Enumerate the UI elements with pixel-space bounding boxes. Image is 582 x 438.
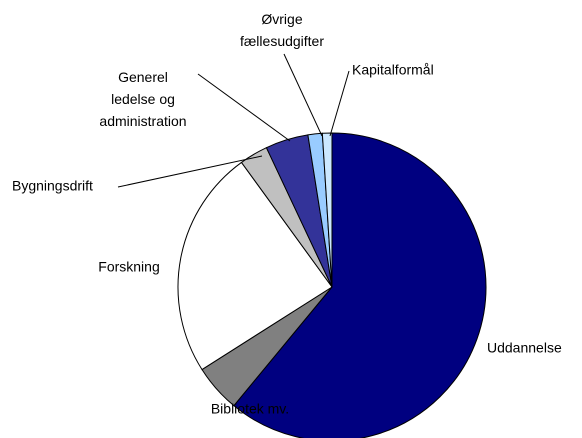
slice-label: Generel ledelse og administration [99,69,186,129]
slice-label: Bibliotek mv. [211,401,289,417]
slice-label: Bygningsdrift [12,178,93,194]
slice-label: Kapitalformål [352,62,434,78]
slice-label: Forskning [98,259,159,275]
slice-label: Øvrige fællesudgifter [240,11,324,49]
pie-slice [233,132,487,438]
leader-line [117,155,263,188]
pie-slice [177,161,333,371]
slice-label: Uddannelse [487,340,562,356]
leader-line [197,73,291,142]
leader-line [283,53,323,137]
leader-line [329,70,350,137]
pie-slice [321,132,333,288]
